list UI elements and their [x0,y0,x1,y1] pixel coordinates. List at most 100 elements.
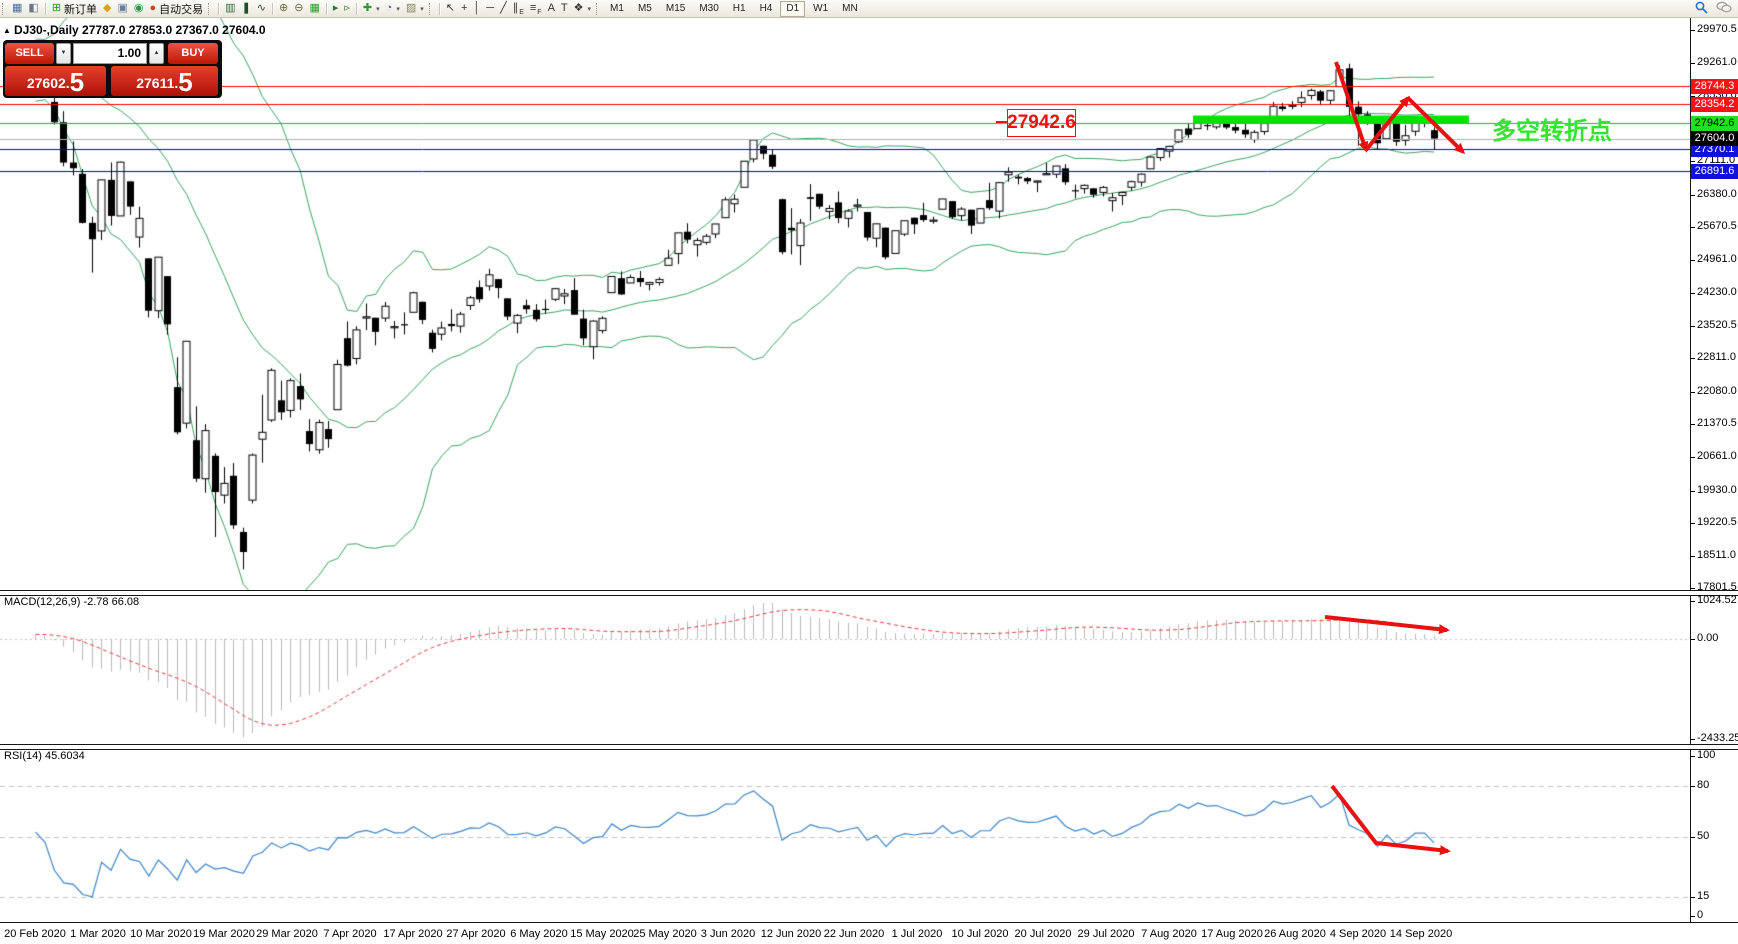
autotrading-icon: ● [149,2,157,14]
volume-decrease-button[interactable]: ▼ [56,43,71,64]
timeframe-m1[interactable]: M1 [610,2,624,14]
toolbar-grip [428,2,433,15]
hline-button[interactable]: ─ [483,1,497,16]
macd-axis-tick: 1024.52 [1691,594,1737,606]
periods-button[interactable]: ◔ ▾ [383,1,403,16]
date-axis-label: 14 Sep 2020 [1389,928,1453,940]
shapes-button[interactable]: ❖ ▾ [571,1,594,16]
date-axis-label: 26 Aug 2020 [1264,928,1326,940]
buy-price[interactable]: 27611. 5 [111,66,218,96]
price-annotation-box: 27942.6 [1007,109,1076,137]
timeframe-d1[interactable]: D1 [780,0,806,17]
candlestick-icon: ❚ [241,2,251,14]
fibonacci-button[interactable]: ≡ F [527,1,545,16]
new-chart-button[interactable]: ▦ [9,1,25,16]
search-icon[interactable] [1695,1,1708,14]
chart-shift-button[interactable]: ▹ [341,1,353,16]
signals-button[interactable]: ◉ [131,1,147,16]
price-axis-border [1690,17,1691,923]
price-axis-tick: 29970.5 [1691,23,1737,35]
main-chart-canvas[interactable] [0,17,1690,592]
price-axis-tick: 20661.0 [1691,450,1737,463]
metaeditor-button[interactable]: ◆ [100,1,114,16]
cursor-icon: ↖ [445,2,455,14]
date-axis-label: 29 Jul 2020 [1077,928,1135,940]
buy-button[interactable]: BUY [168,43,218,64]
crosshair-icon: + [460,2,468,14]
toolbar-separator [438,2,440,15]
chevron-down-icon[interactable]: ▾ [420,5,424,13]
templates-button[interactable]: ▨ ▾ [403,1,427,16]
bar-chart-icon: ▥ [225,2,236,14]
macd-pane-canvas[interactable] [0,594,1690,746]
line-chart-button[interactable]: ∿ [254,1,269,16]
zoom-in-button[interactable]: ⊕ [276,1,291,16]
timeframe-m30[interactable]: M30 [699,2,719,14]
channel-button[interactable]: ∥ E [510,1,527,16]
rsi-axis-tick: 15 [1690,889,1710,902]
text-icon: A [547,2,555,14]
price-line-badge: 27604.0 [1691,131,1738,147]
indicators-button[interactable]: ✚ ▾ [360,1,383,16]
date-axis-label: 22 Jun 2020 [823,928,885,940]
chevron-down-icon[interactable]: ▾ [396,5,400,13]
timeframe-w1[interactable]: W1 [813,2,829,14]
toolbar-separator [218,2,220,15]
chart-shift-icon: ▹ [344,2,350,14]
trendline-button[interactable]: ╱ [497,1,510,16]
vline-icon: │ [473,2,481,14]
timeframe-m15[interactable]: M15 [665,2,686,14]
chevron-down-icon[interactable]: ▾ [587,5,592,13]
date-axis-label: 10 Mar 2020 [130,928,192,940]
label-icon: T [560,2,568,14]
timeframe-mn[interactable]: MN [842,2,858,14]
autotrading-button[interactable]: ● 自动交易 [147,1,207,16]
date-axis-label: 1 Mar 2020 [70,928,126,940]
pane-separator[interactable] [0,744,1738,750]
turning-point-label: 多空转折点 [1492,118,1612,145]
sell-button[interactable]: SELL [5,43,54,64]
autoscroll-button[interactable]: ▸ [330,1,342,16]
new-order-icon: ⊞ [51,2,62,14]
sell-price-main: 27602. [26,75,70,91]
timeframe-h4[interactable]: H4 [759,2,773,14]
bar-chart-button[interactable]: ▥ [222,1,238,16]
text-button[interactable]: A [545,1,558,16]
price-axis-tick: 23520.5 [1691,318,1737,331]
zoom-out-button[interactable]: ⊖ [291,1,306,16]
price-line-badge: 27942.6 [1691,115,1738,131]
timeframe-h1[interactable]: H1 [732,2,746,14]
tile-windows-button[interactable]: ▦ [306,1,322,16]
volume-input[interactable]: 1.00 [73,43,147,64]
pane-separator[interactable] [0,590,1738,596]
date-axis-label: 20 Jul 2020 [1014,928,1072,940]
crosshair-button[interactable]: + [458,1,470,16]
chart-title: DJ30-,Daily 27787.0 27853.0 27367.0 2760… [14,23,266,37]
volume-increase-button[interactable]: ▲ [149,43,164,64]
chart-collapse-icon[interactable]: ▲ [3,26,11,35]
price-axis-tick: 29261.0 [1691,55,1737,68]
price-axis-tick: 27111.0 [1690,154,1736,167]
date-axis-label: 17 Apr 2020 [383,928,443,940]
rsi-label: RSI(14) 45.6034 [4,750,85,762]
new-order-button[interactable]: ⊞ 新订单 [49,1,100,16]
price-axis-tick: 19220.5 [1691,516,1737,529]
chevron-up-icon: ▲ [153,50,160,56]
rsi-pane-canvas[interactable] [0,748,1690,922]
sell-price[interactable]: 27602. 5 [5,66,106,96]
chat-icon[interactable] [1716,1,1732,14]
date-axis-label: 20 Feb 2020 [4,928,66,940]
icon-modifier: F [537,9,542,16]
profiles-button[interactable]: ◧ [25,1,41,16]
macd-axis-tick: -2433.25 [1690,732,1738,744]
date-axis-label: 1 Jul 2020 [891,928,943,940]
cursor-button[interactable]: ↖ [443,1,458,16]
terminal-button[interactable]: ▣ [115,1,131,16]
new-order-button-label: 新订单 [64,3,98,16]
fibonacci-icon: ≡ [529,2,537,14]
chevron-down-icon[interactable]: ▾ [376,5,380,13]
vline-button[interactable]: │ [470,1,483,16]
label-button[interactable]: T [558,1,571,16]
candlestick-button[interactable]: ❚ [239,1,254,16]
timeframe-m5[interactable]: M5 [637,2,652,14]
